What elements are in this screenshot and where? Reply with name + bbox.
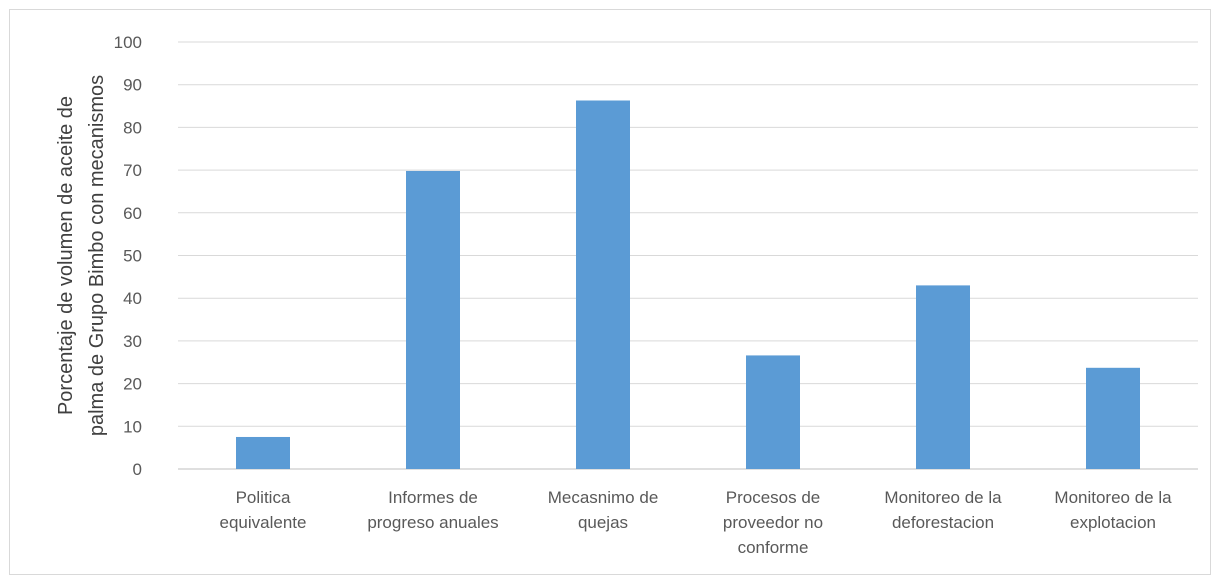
x-category-label: Monitoreo de la deforestacion	[884, 488, 1002, 532]
y-tick-label: 40	[123, 289, 142, 308]
x-category-label: Monitoreo de la explotacion	[1054, 488, 1172, 532]
bar	[406, 170, 460, 470]
y-tick-label: 70	[123, 161, 142, 180]
y-axis-ticks: 0 10 20 30 40 50 60 70 80 90 100	[114, 33, 142, 479]
bars	[236, 100, 1140, 470]
y-tick-label: 80	[123, 118, 142, 137]
y-tick-label: 0	[133, 460, 142, 479]
bar	[1086, 367, 1140, 469]
y-tick-label: 10	[123, 417, 142, 436]
bar	[236, 436, 290, 469]
y-axis-label: Porcentaje de volumen de aceite de palma …	[55, 75, 108, 436]
y-tick-label: 30	[123, 332, 142, 351]
y-tick-label: 60	[123, 204, 142, 223]
bar	[916, 285, 970, 469]
x-category-label: Informes de progreso anuales	[367, 488, 498, 532]
y-tick-label: 90	[123, 76, 142, 95]
bar	[576, 100, 630, 470]
y-tick-label: 20	[123, 375, 142, 394]
bar	[746, 355, 800, 469]
x-category-label: Procesos de proveedor no conforme	[723, 488, 823, 557]
x-category-label: Politica equivalente	[220, 488, 307, 532]
y-tick-label: 100	[114, 33, 142, 52]
gridlines	[178, 41, 1198, 470]
x-category-label: Mecasnimo de quejas	[548, 488, 659, 532]
x-axis-categories: Politica equivalente Informes de progreso a…	[220, 488, 1173, 557]
y-tick-label: 50	[123, 247, 142, 266]
